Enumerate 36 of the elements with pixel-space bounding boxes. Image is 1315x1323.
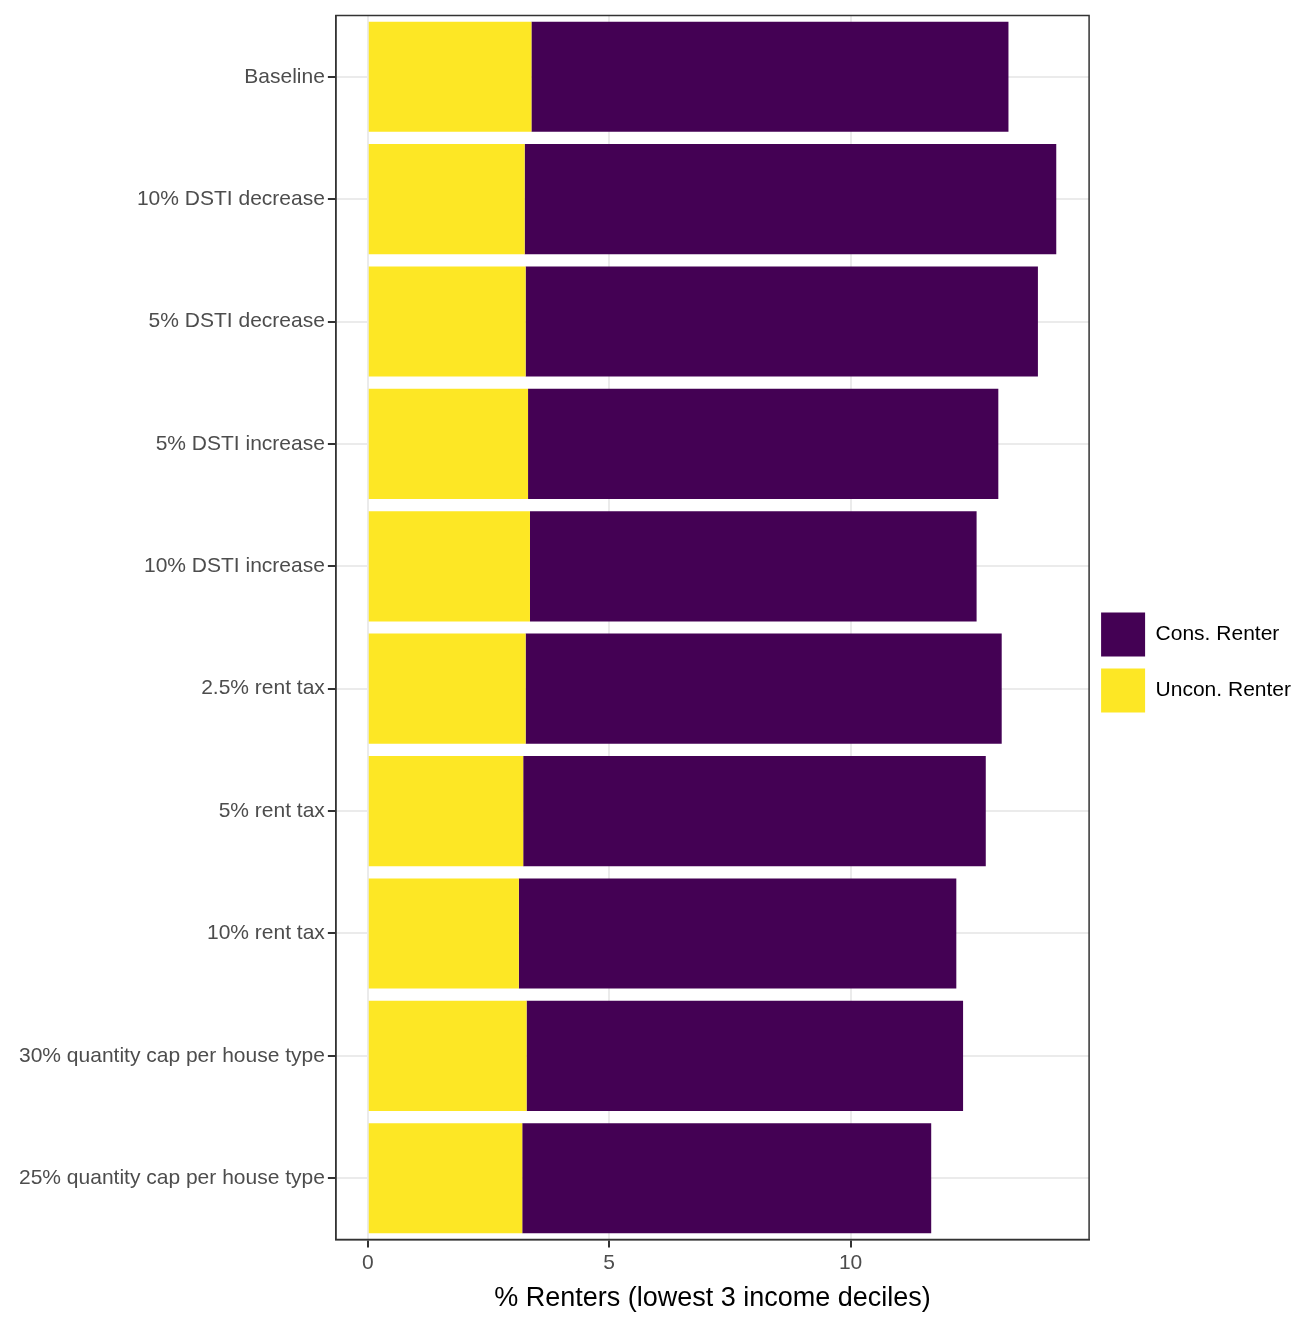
bar: [523, 756, 986, 867]
x-tick-label: 10: [838, 1249, 863, 1273]
bar: [531, 21, 1009, 132]
bar: [368, 878, 519, 989]
bar: [368, 756, 524, 867]
bar: [368, 1000, 527, 1111]
bar: [524, 144, 1057, 255]
bar: [368, 266, 526, 377]
bar: [368, 144, 525, 255]
bar: [368, 21, 532, 132]
x-axis-title: % Renters (lowest 3 income deciles): [494, 1282, 931, 1313]
y-tick-label: 5% rent tax: [218, 797, 326, 821]
legend-label: Cons. Renter: [1155, 621, 1280, 645]
y-tick-label: 30% quantity cap per house type: [19, 1042, 325, 1066]
bar: [525, 266, 1038, 377]
bar: [368, 388, 529, 499]
bar: [525, 633, 1002, 744]
y-tick-label: 25% quantity cap per house type: [19, 1165, 325, 1189]
bar: [368, 511, 530, 622]
x-tick-label: 0: [361, 1249, 374, 1273]
legend-label: Uncon. Renter: [1155, 677, 1292, 701]
y-tick-label: 5% DSTI decrease: [148, 308, 325, 332]
bar: [529, 511, 977, 622]
bar: [522, 1123, 932, 1234]
x-tick-label: 5: [603, 1249, 615, 1273]
y-tick-label: 10% DSTI decrease: [136, 185, 325, 209]
y-tick-label: 10% rent tax: [206, 920, 326, 944]
bar: [368, 633, 526, 744]
bar: [526, 1000, 964, 1111]
y-tick-label: Baseline: [244, 63, 325, 87]
y-tick-label: 5% DSTI increase: [155, 430, 325, 454]
bar: [368, 1123, 523, 1234]
bar: [528, 388, 999, 499]
y-tick-label: 2.5% rent tax: [201, 675, 326, 699]
bar: [518, 878, 957, 989]
y-tick-label: 10% DSTI increase: [143, 553, 325, 577]
